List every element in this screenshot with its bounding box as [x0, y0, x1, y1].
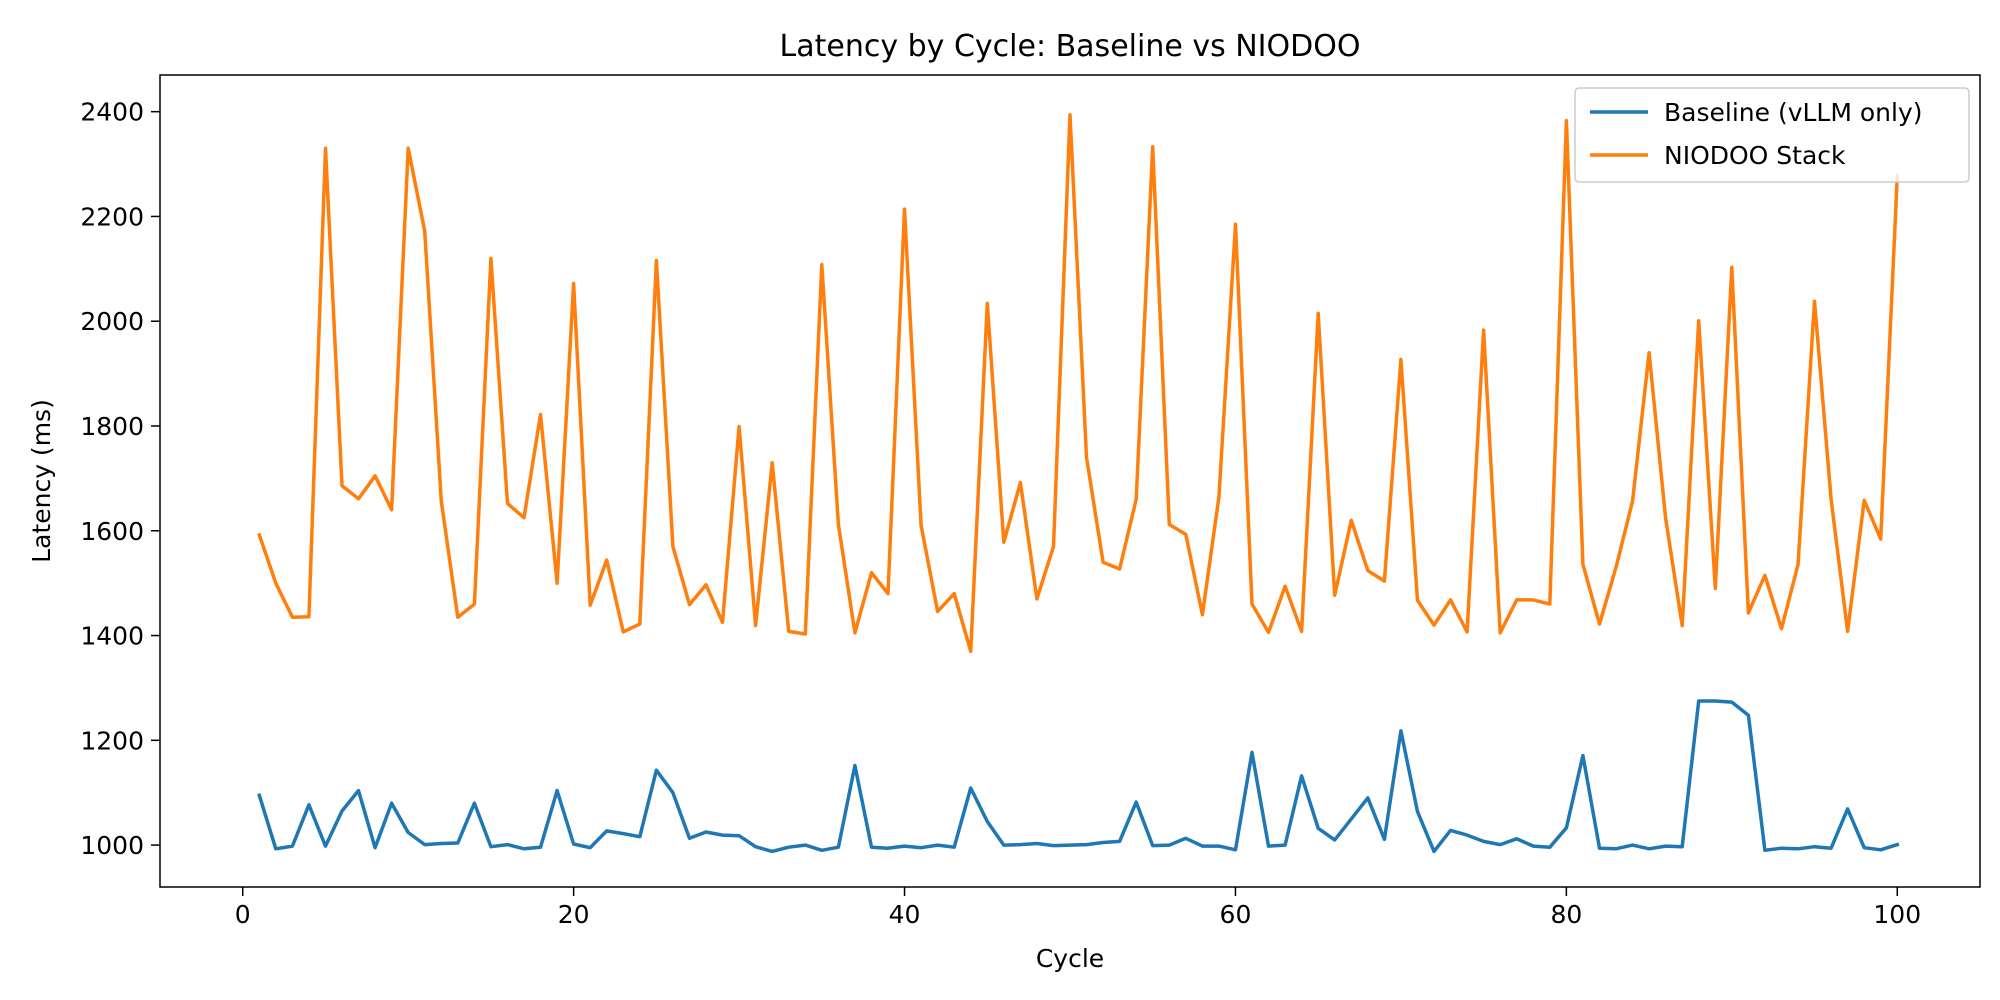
- x-axis-ticks: 0 20 40 60 80 100: [235, 887, 1921, 929]
- y-tick-label: 1800: [80, 412, 144, 441]
- legend-box: [1574, 87, 1970, 183]
- y-tick-label: 2400: [80, 98, 144, 127]
- y-tick-label: 1400: [80, 622, 144, 651]
- legend: Baseline (vLLM only) NIODOO Stack: [1574, 87, 1970, 183]
- series-line-niodoo: [257, 113, 1900, 654]
- y-tick-label: 1600: [80, 517, 144, 546]
- y-tick-label: 2200: [80, 202, 144, 231]
- chart-title: Latency by Cycle: Baseline vs NIODOO: [780, 29, 1361, 64]
- x-tick-label: 80: [1550, 900, 1582, 929]
- x-tick-label: 60: [1220, 900, 1252, 929]
- series-line-baseline: [257, 699, 1900, 854]
- series-layer: [257, 113, 1900, 854]
- x-axis-label: Cycle: [1036, 944, 1104, 973]
- x-tick-label: 20: [558, 900, 590, 929]
- y-tick-label: 1000: [80, 831, 144, 860]
- y-tick-label: 1200: [80, 726, 144, 755]
- x-tick-label: 40: [889, 900, 921, 929]
- legend-label-baseline: Baseline (vLLM only): [1664, 98, 1923, 127]
- y-axis-ticks: 1000 1200 1400 1600 1800 2000 2200 2400: [80, 98, 160, 860]
- x-tick-label: 100: [1873, 900, 1921, 929]
- y-tick-label: 2000: [80, 307, 144, 336]
- y-axis-label: Latency (ms): [27, 399, 56, 563]
- x-tick-label: 0: [235, 900, 251, 929]
- legend-label-niodoo: NIODOO Stack: [1664, 141, 1846, 170]
- plot-frame: [159, 74, 1981, 888]
